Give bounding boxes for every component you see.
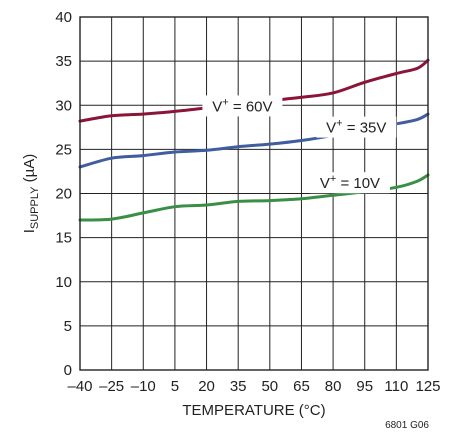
series-label: V+ = 35V (326, 118, 386, 137)
x-tick-label: 110 (384, 378, 408, 395)
x-tick-label: –25 (99, 378, 124, 395)
y-tick-label: 35 (55, 53, 72, 70)
y-axis-title-sub: SUPPLY (29, 186, 41, 229)
series-line (78, 112, 430, 169)
y-axis-title: ISUPPLY (µA) (21, 154, 41, 234)
series-label: V+ = 10V (320, 173, 380, 192)
x-tick-label: 65 (293, 378, 310, 395)
x-tick-label: 20 (198, 378, 215, 395)
series-label-background (309, 172, 390, 194)
y-tick-label: 15 (55, 230, 72, 247)
x-tick-label: –10 (131, 378, 156, 395)
y-tick-label: 40 (55, 9, 72, 26)
plot-frame (79, 16, 429, 371)
x-tick-label: 80 (325, 378, 342, 395)
y-axis-title-main: I (21, 229, 38, 233)
x-tick-label: 35 (230, 378, 247, 395)
y-tick-label: 5 (64, 318, 72, 335)
series-labels: V+ = 60V V+ = 35V V+ = 10V (202, 95, 397, 194)
series-line (78, 173, 430, 222)
y-tick-label: 0 (64, 362, 72, 379)
y-axis-title-unit: (µA) (21, 154, 38, 187)
x-tick-label: –40 (67, 378, 92, 395)
series-label-background (316, 116, 397, 138)
figure-id: 6801 G06 (385, 420, 429, 431)
y-tick-label: 20 (55, 186, 72, 203)
x-tick-label: 125 (415, 378, 440, 395)
x-tick-label: 50 (261, 378, 278, 395)
x-tick-label: 95 (356, 378, 373, 395)
series-label-background (202, 95, 283, 117)
series-label: V+ = 60V (212, 96, 272, 115)
grid (80, 17, 428, 370)
y-tick-label: 30 (55, 97, 72, 114)
y-tick-label: 10 (55, 274, 72, 291)
x-axis-title: TEMPERATURE (°C) (182, 402, 325, 419)
y-tick-label: 25 (55, 141, 72, 158)
series-lines (78, 58, 430, 222)
axes: –40 –25 –10 5 20 35 50 65 80 95 110 125 0 5 10 15 20 25 30… (55, 9, 440, 395)
x-tick-label: 5 (171, 378, 179, 395)
